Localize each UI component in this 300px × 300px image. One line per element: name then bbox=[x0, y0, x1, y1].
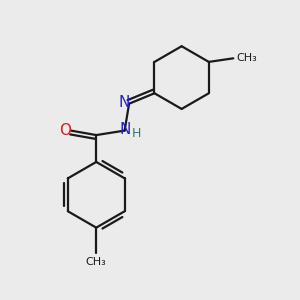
Text: CH₃: CH₃ bbox=[237, 53, 258, 63]
Text: CH₃: CH₃ bbox=[86, 256, 106, 267]
Text: H: H bbox=[132, 127, 141, 140]
Text: O: O bbox=[59, 123, 71, 138]
Text: N: N bbox=[119, 122, 131, 136]
Text: N: N bbox=[118, 95, 129, 110]
